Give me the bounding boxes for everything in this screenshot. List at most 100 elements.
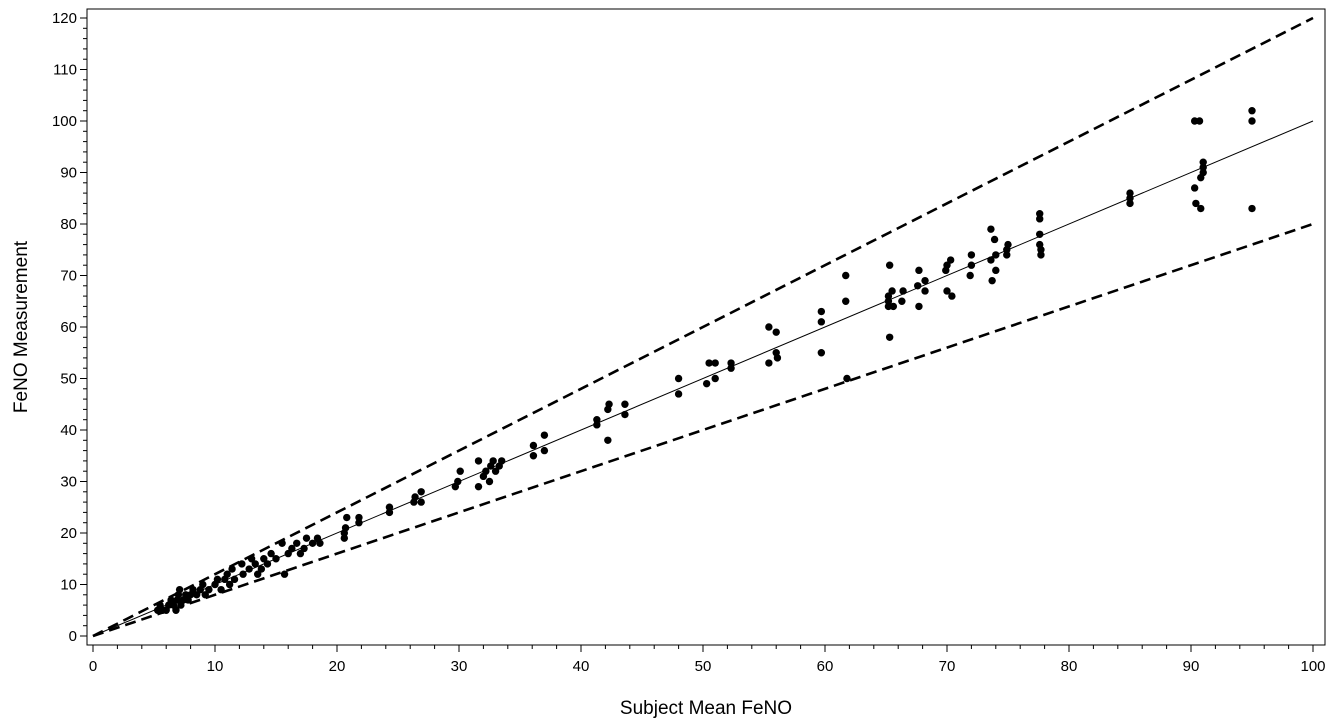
data-point — [540, 446, 549, 455]
data-point — [482, 467, 490, 475]
data-point — [885, 333, 894, 341]
data-point — [172, 606, 180, 614]
data-point — [702, 379, 711, 388]
data-point — [898, 297, 906, 305]
data-point — [529, 452, 538, 460]
data-point — [474, 482, 483, 491]
data-point — [238, 560, 246, 568]
x-tick-label: 60 — [817, 658, 834, 675]
data-point — [417, 488, 425, 496]
data-point — [884, 292, 893, 300]
data-point — [540, 431, 549, 439]
data-point — [921, 287, 929, 295]
data-point — [772, 328, 780, 336]
x-axis: 0 10 20 30 40 50 60 70 80 90 100 — [89, 645, 1326, 675]
x-axis-title: Subject Mean FeNO — [620, 698, 792, 719]
data-point — [1199, 158, 1207, 166]
y-tick-label: 10 — [60, 577, 77, 594]
data-point — [765, 359, 773, 367]
data-point — [1036, 215, 1044, 223]
data-point — [1248, 204, 1256, 213]
data-point — [1248, 107, 1256, 115]
data-point — [948, 292, 956, 300]
data-point — [604, 436, 612, 444]
data-point — [1199, 168, 1207, 177]
data-point — [1248, 117, 1256, 125]
data-point — [498, 457, 506, 465]
y-axis-title: FeNO Measurement — [11, 240, 32, 413]
data-point — [288, 544, 296, 553]
data-point — [593, 416, 601, 424]
data-point — [1197, 204, 1205, 213]
y-tick-label: 30 — [60, 474, 77, 491]
data-point — [213, 575, 222, 584]
y-tick-label: 0 — [69, 628, 77, 645]
dashed-limit-line — [92, 16, 1314, 638]
x-tick-label: 80 — [1061, 658, 1078, 675]
data-point — [966, 271, 974, 280]
data-point — [711, 359, 719, 367]
data-point — [943, 287, 951, 295]
data-point — [1192, 199, 1200, 208]
data-point — [593, 421, 601, 429]
data-point — [199, 580, 207, 589]
data-point — [885, 261, 894, 269]
data-point — [247, 555, 256, 563]
data-point — [343, 513, 351, 522]
data-point — [308, 539, 317, 547]
data-point — [1199, 163, 1207, 172]
data-point — [967, 261, 976, 269]
data-point — [529, 441, 538, 450]
y-axis: 0 10 20 30 40 50 60 70 80 90 100 110 120 — [52, 10, 87, 645]
data-point — [987, 256, 995, 264]
data-point — [474, 457, 483, 465]
data-point — [355, 519, 363, 527]
data-point — [223, 570, 231, 578]
y-tick-label: 80 — [60, 216, 77, 233]
data-point — [1126, 194, 1134, 202]
data-point — [992, 251, 1000, 259]
data-point — [267, 549, 275, 558]
data-point — [385, 508, 394, 517]
data-point — [302, 534, 311, 542]
data-point — [189, 585, 197, 594]
data-point — [1036, 210, 1044, 218]
data-point — [251, 560, 259, 568]
data-points — [153, 107, 1256, 614]
data-point — [817, 307, 826, 316]
x-tick-label: 50 — [695, 658, 712, 675]
data-point — [842, 297, 850, 305]
data-point — [888, 287, 896, 295]
data-point — [296, 549, 305, 558]
data-point — [674, 390, 683, 398]
y-tick-label: 110 — [53, 62, 77, 79]
data-point — [284, 549, 292, 558]
data-point — [915, 302, 923, 311]
y-tick-label: 60 — [60, 319, 77, 336]
data-point — [300, 544, 308, 553]
data-point — [605, 400, 613, 408]
data-point — [990, 235, 999, 244]
data-point — [843, 374, 851, 383]
data-point — [727, 359, 735, 367]
data-point — [201, 591, 209, 599]
data-point — [765, 323, 773, 331]
data-point — [280, 570, 289, 578]
data-point — [355, 513, 363, 522]
data-point — [817, 318, 826, 326]
data-point — [411, 493, 419, 501]
data-point — [1195, 117, 1204, 125]
dashed-limit-line — [92, 222, 1314, 638]
data-point — [884, 297, 893, 305]
x-tick-label: 20 — [329, 658, 346, 675]
data-point — [340, 534, 349, 542]
data-point — [263, 560, 272, 568]
data-point — [674, 374, 683, 383]
data-point — [239, 570, 247, 578]
data-point — [225, 580, 234, 589]
data-point — [914, 282, 922, 290]
data-point — [230, 575, 239, 584]
data-point — [175, 585, 184, 594]
x-tick-label: 10 — [207, 658, 224, 675]
